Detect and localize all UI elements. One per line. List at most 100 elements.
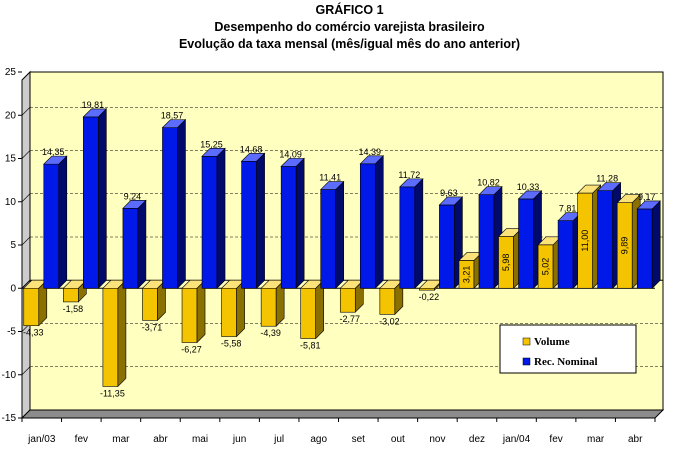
data-label-rec-nominal: 10,33 — [517, 182, 540, 192]
data-label-volume: -11,35 — [100, 388, 125, 398]
x-tick-label: mar — [112, 434, 130, 445]
bar-rec-nominal-side — [216, 147, 226, 289]
bar-rec-nominal-side — [177, 118, 186, 289]
chart-titles: GRÁFICO 1 Desempenho do comércio varejis… — [0, 2, 699, 53]
bar-rec-nominal-side — [651, 200, 661, 289]
bar-volume — [141, 279, 167, 322]
data-label-volume: -0,22 — [419, 292, 440, 302]
data-label-volume: 3,21 — [461, 266, 471, 284]
x-tick-label: mai — [192, 434, 208, 445]
y-tick-label: 15 — [5, 154, 17, 165]
bar-rec-nominal-side — [335, 180, 345, 289]
bar-rec-nominal-top — [636, 200, 661, 210]
x-tick-label: fev — [75, 434, 88, 445]
bar-volume — [181, 279, 206, 344]
data-label-rec-nominal: 9,63 — [440, 188, 458, 198]
data-label-rec-nominal: 18,57 — [161, 111, 184, 121]
bar-rec-nominal-top — [478, 186, 503, 195]
bar-rec-nominal — [399, 178, 424, 289]
data-label-rec-nominal: 14,68 — [240, 144, 263, 154]
x-tick-label: jan/04 — [502, 434, 531, 445]
x-tick-label: jan/03 — [27, 434, 56, 445]
bar-rec-nominal-top — [201, 148, 226, 157]
zero-line-side — [21, 279, 31, 289]
data-label-rec-nominal: 11,28 — [596, 174, 618, 184]
bar-rec-nominal — [122, 199, 147, 289]
data-label-volume: -2,77 — [340, 314, 361, 324]
x-tick-label: abr — [153, 434, 168, 445]
x-tick-label: out — [391, 434, 405, 445]
bar-rec-nominal-side — [295, 157, 305, 289]
bar-rec-nominal-side — [137, 199, 147, 289]
data-label-volume: -3,71 — [142, 322, 163, 332]
bar-volume-side — [236, 279, 245, 338]
bar-volume-side — [117, 279, 127, 388]
x-tick-label: dez — [469, 434, 485, 445]
bar-rec-nominal-front — [439, 204, 455, 289]
y-tick-label: -5 — [7, 327, 16, 338]
x-tick-label: mar — [587, 434, 605, 445]
data-labels: -4,33 14,35 -1,58 19,81 -11,35 9,24 -3,71 18,57… — [23, 100, 655, 399]
bar-rec-nominal-side — [256, 152, 265, 289]
data-label-rec-nominal: 9,24 — [124, 191, 142, 201]
bar-rec-nominal-front — [399, 186, 416, 289]
bar-rec-nominal-top — [240, 152, 266, 162]
gridline-side — [21, 150, 31, 159]
chart-title: GRÁFICO 1 — [315, 3, 384, 17]
data-label-rec-nominal: 19,81 — [82, 100, 105, 110]
data-label-volume: -5,58 — [221, 339, 242, 349]
bar-volume — [260, 279, 285, 327]
gridline-side — [21, 193, 31, 202]
bar-rec-nominal-front — [122, 208, 139, 289]
bar-volume — [379, 279, 404, 316]
bar-volume — [220, 279, 246, 338]
bar-rec-nominal — [201, 147, 226, 289]
bar-volume-side — [315, 279, 325, 340]
bar-volume-front — [379, 287, 396, 315]
bar-rec-nominal — [359, 155, 385, 289]
bar-rec-nominal-top — [280, 158, 305, 167]
data-label-volume: -3,02 — [379, 316, 400, 326]
bar-rec-nominal-top — [359, 155, 385, 165]
data-label-volume: -6,27 — [181, 344, 202, 354]
bars — [23, 108, 661, 388]
legend-label-volume: Volume — [534, 336, 570, 348]
bar-rec-nominal-top — [319, 181, 345, 190]
x-tick-label: set — [352, 434, 366, 445]
bar-volume-front — [181, 287, 198, 343]
bar-rec-nominal-top — [596, 182, 622, 191]
bar-rec-nominal-front — [320, 189, 337, 289]
bar-volume-top — [576, 184, 602, 194]
bar-rec-nominal — [557, 211, 582, 289]
bar-volume — [102, 279, 127, 388]
y-tick-label: -15 — [2, 413, 17, 424]
data-label-rec-nominal: 7,81 — [559, 204, 577, 214]
data-label-volume: 11,00 — [580, 230, 590, 252]
bar-rec-nominal-front — [280, 166, 297, 289]
bar-volume-front — [63, 287, 79, 303]
bar-rec-nominal — [240, 152, 266, 289]
bar-rec-nominal — [161, 118, 187, 289]
bar-rec-nominal-front — [478, 194, 495, 289]
data-label-volume: 5,02 — [541, 258, 551, 276]
bar-rec-nominal-top — [82, 108, 108, 118]
gridline-side — [21, 107, 31, 116]
bar-rec-nominal-front — [557, 220, 574, 289]
data-label-rec-nominal: 15,25 — [200, 139, 223, 149]
bar-rec-nominal-front — [359, 163, 376, 289]
legend-box — [499, 324, 637, 374]
data-label-rec-nominal: 9,17 — [638, 192, 656, 202]
x-tick-label: nov — [429, 434, 445, 445]
gridline-side — [21, 236, 31, 246]
bar-volume — [23, 279, 48, 327]
bar-rec-nominal-top — [122, 200, 147, 209]
bar-rec-nominal — [438, 196, 464, 289]
bar-volume-front — [260, 287, 277, 327]
chart-subtitle-2: Evolução da taxa mensal (mês/igual mês d… — [178, 37, 521, 51]
bar-rec-nominal-side — [414, 178, 424, 289]
data-label-volume: 9,89 — [620, 237, 630, 255]
plot-side-wall — [21, 70, 31, 420]
bar-volume-front — [300, 287, 317, 339]
chart-subtitle: Desempenho do comércio varejista brasile… — [214, 20, 485, 34]
bar-volume-side — [196, 279, 206, 344]
